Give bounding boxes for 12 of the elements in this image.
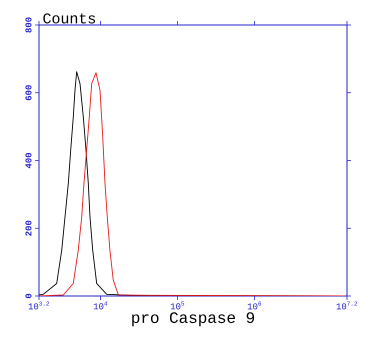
x-axis-title: pro Caspase 9 bbox=[132, 312, 254, 326]
y-tick-label: 600 bbox=[25, 85, 32, 100]
y-axis-title: Counts bbox=[43, 13, 96, 24]
y-tick-label: 200 bbox=[25, 220, 32, 236]
y-tick-label: 400 bbox=[25, 152, 32, 168]
x-tick-label: 10$^{3.2}$ bbox=[28, 302, 50, 310]
x-tick-label: 10$^{5}$ bbox=[170, 302, 184, 310]
y-tick-label: 0 bbox=[25, 294, 32, 298]
x-tick-label: 10$^{4}$ bbox=[94, 302, 108, 310]
x-tick-label: 10$^{6}$ bbox=[248, 302, 262, 310]
y-tick-label: 800 bbox=[25, 17, 32, 33]
x-tick-label: 10$^{7.2}$ bbox=[336, 302, 358, 310]
